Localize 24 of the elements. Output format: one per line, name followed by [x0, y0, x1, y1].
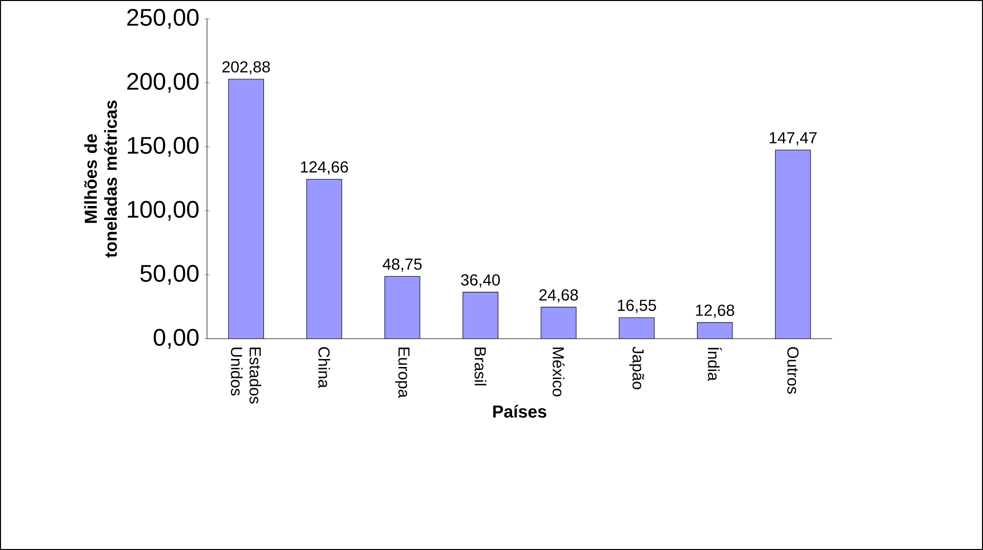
data-label: 12,68 [696, 304, 734, 318]
y-tick-label: 50,00 [140, 264, 199, 285]
data-label: 202,88 [222, 61, 270, 74]
x-axis-title: Países [493, 404, 546, 418]
y-tick-label: 100,00 [128, 200, 199, 221]
data-label: 48,75 [382, 258, 422, 272]
y-tick-label: 150,00 [128, 136, 199, 157]
x-tick-label: Índia [708, 347, 722, 382]
x-tick-label: Europa [395, 348, 410, 398]
x-tick-label: China [318, 347, 330, 388]
data-label: 124,66 [300, 161, 348, 175]
x-tick-label: Outros [787, 347, 799, 394]
x-tick-label: Estados Unidos [230, 348, 262, 404]
x-tick-label: Brasil [474, 348, 486, 386]
y-tick-label: 0,00 [154, 328, 199, 349]
y-tick-label: 200,00 [127, 72, 199, 93]
y-tick-label: 250,00 [127, 8, 199, 29]
x-tick-label: México [552, 348, 565, 396]
data-label: 24,68 [539, 289, 578, 302]
data-label: 147,47 [770, 132, 817, 146]
x-tick-label: Japão [629, 346, 644, 390]
y-axis-title: Milhões de toneladas métricas [84, 100, 117, 258]
data-label: 16,55 [618, 300, 656, 313]
data-label: 36,40 [461, 274, 500, 288]
